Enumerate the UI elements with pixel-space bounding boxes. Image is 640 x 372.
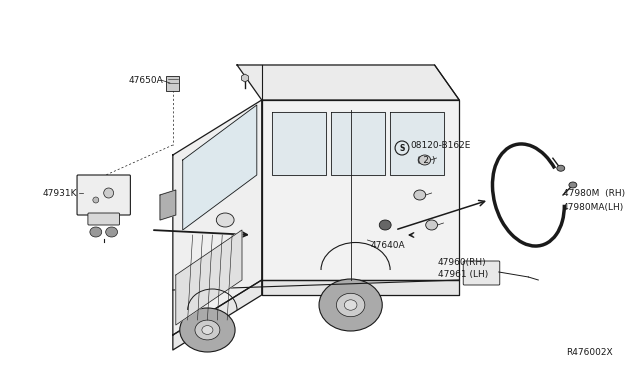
Circle shape bbox=[93, 197, 99, 203]
Text: 47980MA(LH): 47980MA(LH) bbox=[563, 202, 624, 212]
Ellipse shape bbox=[202, 326, 213, 334]
Polygon shape bbox=[262, 280, 460, 295]
Ellipse shape bbox=[180, 308, 235, 352]
Polygon shape bbox=[176, 230, 242, 325]
Ellipse shape bbox=[380, 220, 391, 230]
Ellipse shape bbox=[344, 300, 357, 310]
Polygon shape bbox=[331, 112, 385, 175]
Polygon shape bbox=[173, 280, 262, 350]
FancyBboxPatch shape bbox=[166, 76, 179, 90]
Polygon shape bbox=[390, 112, 444, 175]
Ellipse shape bbox=[337, 293, 365, 317]
Polygon shape bbox=[271, 112, 326, 175]
Ellipse shape bbox=[106, 227, 118, 237]
Ellipse shape bbox=[414, 190, 426, 200]
Ellipse shape bbox=[557, 165, 564, 171]
Text: 08120-B162E: 08120-B162E bbox=[410, 141, 470, 150]
Text: 47931K: 47931K bbox=[42, 189, 77, 198]
Text: 47961 (LH): 47961 (LH) bbox=[438, 270, 488, 279]
Ellipse shape bbox=[195, 320, 220, 340]
Text: 47640A: 47640A bbox=[371, 241, 405, 250]
Polygon shape bbox=[173, 100, 262, 335]
Text: 47980M  (RH): 47980M (RH) bbox=[563, 189, 625, 198]
Ellipse shape bbox=[426, 220, 438, 230]
Text: 47650A: 47650A bbox=[129, 76, 163, 84]
Text: R476002X: R476002X bbox=[566, 348, 612, 357]
FancyBboxPatch shape bbox=[463, 261, 500, 285]
Text: ( 2 ): ( 2 ) bbox=[417, 155, 435, 164]
Text: 47960(RH): 47960(RH) bbox=[438, 257, 486, 266]
Polygon shape bbox=[160, 190, 176, 220]
Polygon shape bbox=[262, 100, 460, 280]
Ellipse shape bbox=[319, 279, 382, 331]
FancyBboxPatch shape bbox=[88, 213, 120, 225]
Ellipse shape bbox=[90, 227, 102, 237]
FancyBboxPatch shape bbox=[77, 175, 131, 215]
Ellipse shape bbox=[569, 182, 577, 188]
Polygon shape bbox=[237, 65, 460, 100]
Text: S: S bbox=[399, 144, 404, 153]
Ellipse shape bbox=[419, 155, 431, 165]
Polygon shape bbox=[183, 105, 257, 230]
Ellipse shape bbox=[216, 213, 234, 227]
Circle shape bbox=[104, 188, 113, 198]
